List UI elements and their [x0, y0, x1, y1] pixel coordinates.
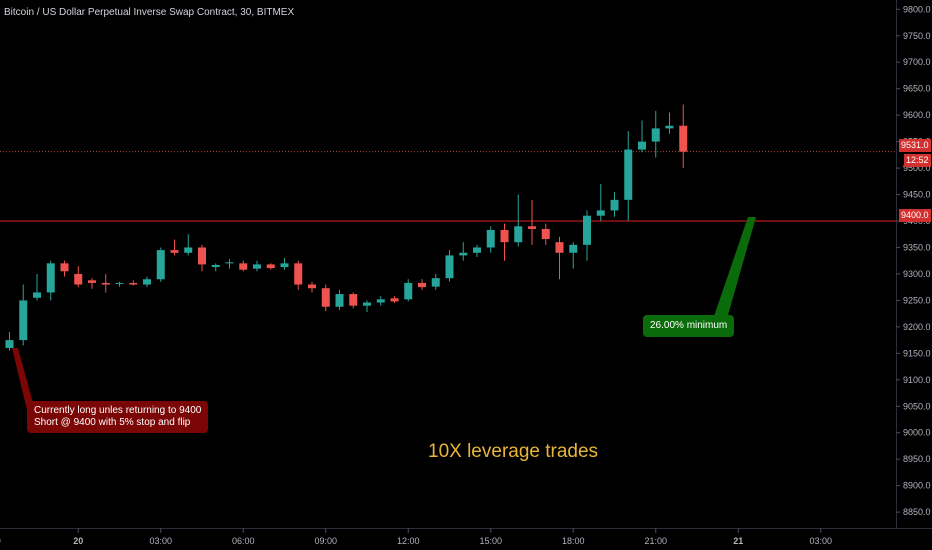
target-note-text: 26.00% minimum — [650, 320, 728, 331]
candle-body — [60, 263, 69, 272]
chart-caption: 10X leverage trades — [428, 441, 599, 462]
candle-body — [294, 263, 303, 285]
candle-body — [19, 300, 28, 341]
candle-body — [266, 264, 275, 269]
long-note-line-1: Currently long unles returning to 9400 — [34, 405, 202, 416]
candles — [5, 104, 688, 351]
candle-body — [528, 226, 536, 229]
time-tick-label: 06:00 — [232, 536, 255, 546]
candle-body — [404, 282, 413, 300]
candle-body — [514, 226, 523, 243]
candle-body — [184, 247, 193, 253]
price-tick-label: 9750.0 — [903, 31, 931, 41]
candle-body — [610, 199, 619, 211]
long-note-callout[interactable]: Currently long unles returning to 9400 S… — [27, 401, 209, 433]
candle-body — [88, 280, 96, 283]
candle-body — [239, 263, 248, 270]
candle-body — [363, 302, 371, 306]
price-tick-label: 9800.0 — [903, 4, 931, 14]
level-price-tag: 9400.0 — [899, 209, 931, 222]
candle-body — [665, 125, 674, 129]
candle-body — [129, 282, 138, 285]
price-tick-label: 9450.0 — [903, 190, 931, 200]
candle-body — [211, 264, 220, 268]
candle-body — [156, 250, 165, 280]
candle-body — [101, 282, 110, 285]
time-tick-label: 09:00 — [314, 536, 337, 546]
price-tick-label: 9350.0 — [903, 242, 931, 252]
candle-body — [33, 292, 41, 298]
candle-body — [143, 279, 151, 285]
candle-body — [321, 288, 330, 307]
long-note-pointer — [12, 348, 36, 414]
price-tick-label: 9500.0 — [903, 163, 931, 173]
candle-body — [170, 250, 179, 253]
time-tick-label: 15:00 — [479, 536, 502, 546]
price-tick-label: 8900.0 — [903, 481, 931, 491]
target-note-pointer — [712, 217, 756, 322]
countdown-tag: 12:52 — [904, 154, 931, 167]
candle-body — [376, 299, 385, 303]
candle-body — [638, 141, 646, 150]
candle-body — [679, 125, 688, 152]
price-tick-label: 8950.0 — [903, 454, 931, 464]
candle-body — [5, 340, 14, 349]
price-tick-label: 9300.0 — [903, 269, 931, 279]
candle-body — [459, 252, 468, 256]
candle-body — [225, 262, 234, 264]
candle-body — [486, 230, 495, 248]
time-tick-label: 12:00 — [397, 536, 420, 546]
time-axis[interactable]: 00 20 03:00 06:00 09:00 12:00 15:00 18:00 21:00 2… — [0, 528, 832, 546]
time-tick-label: 18:00 — [562, 536, 585, 546]
candle-body — [74, 273, 83, 285]
candle-body — [335, 294, 344, 307]
target-note-callout[interactable]: 26.00% minimum — [643, 315, 735, 337]
candle-body — [390, 298, 399, 302]
price-tick-label: 9100.0 — [903, 375, 931, 385]
time-tick-label: 03:00 — [149, 536, 172, 546]
candle-body — [418, 282, 426, 288]
candle-body — [308, 284, 316, 289]
callout-arrows — [12, 217, 756, 414]
candle-body — [115, 282, 124, 284]
time-tick-label: 21:00 — [644, 536, 667, 546]
time-tick-label: 03:00 — [809, 536, 832, 546]
price-tick-label: 8850.0 — [903, 507, 931, 517]
price-tick-label: 9250.0 — [903, 295, 931, 305]
price-tick-label: 9600.0 — [903, 110, 931, 120]
candle-body — [473, 247, 481, 253]
time-tick-label: 20 — [73, 536, 83, 546]
candle-body — [46, 263, 55, 293]
candle-body — [349, 294, 358, 306]
candle-body — [541, 228, 550, 240]
price-tick-label: 9200.0 — [903, 322, 931, 332]
candle-body — [280, 263, 289, 268]
chart-title: Bitcoin / US Dollar Perpetual Inverse Sw… — [4, 7, 295, 18]
time-tick-label: 21 — [733, 536, 743, 546]
candle-body — [583, 215, 591, 245]
price-tick-label: 9650.0 — [903, 84, 931, 94]
current-price-tag: 9531.0 — [899, 139, 931, 152]
candle-body — [555, 242, 564, 253]
candle-body — [431, 278, 440, 287]
candle-body — [651, 128, 660, 142]
candle-body — [569, 244, 578, 253]
candle-body — [198, 247, 206, 265]
long-note-line-2: Short @ 9400 with 5% stop and flip — [34, 417, 191, 428]
price-tick-label: 9000.0 — [903, 428, 931, 438]
price-tick-label: 9050.0 — [903, 401, 931, 411]
time-tick-label: 00 — [0, 536, 1, 546]
candle-body — [596, 210, 605, 216]
candle-body — [624, 149, 633, 200]
candle-body — [253, 264, 261, 269]
price-tick-label: 9150.0 — [903, 348, 931, 358]
price-tick-label: 9700.0 — [903, 57, 931, 67]
candle-body — [445, 255, 454, 279]
candle-body — [500, 230, 509, 243]
